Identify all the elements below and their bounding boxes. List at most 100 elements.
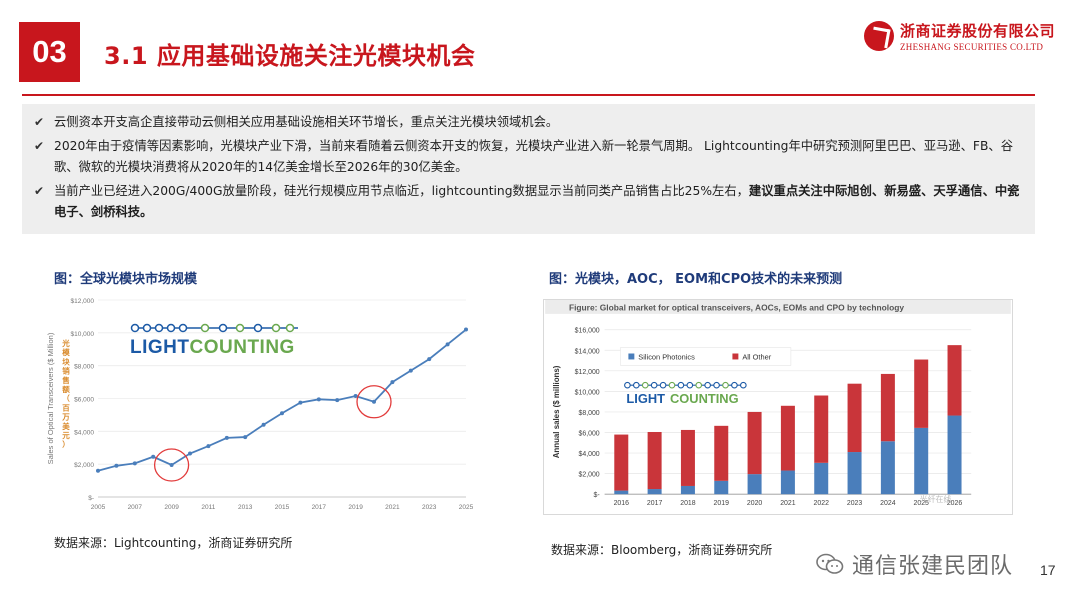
data-point — [169, 462, 174, 467]
y-tick-label: $- — [594, 492, 600, 499]
y-tick-label: $16,000 — [575, 328, 600, 335]
bar-segment — [747, 474, 762, 495]
data-point — [151, 454, 156, 459]
data-point — [372, 399, 376, 404]
logo-chain-link — [668, 381, 676, 389]
x-tick-label: 2013 — [238, 504, 253, 511]
y-tick-label: $2,000 — [74, 462, 94, 469]
x-tick-label: 2025 — [914, 500, 930, 507]
x-tick-label: 2017 — [312, 504, 327, 511]
checkmark-icon: ✔ — [34, 184, 45, 198]
logo-chain-link — [677, 381, 685, 389]
y-tick-label: $10,000 — [71, 331, 95, 338]
legend-label: All Other — [742, 352, 771, 361]
figure-title: Figure: Global market for optical transc… — [569, 302, 904, 312]
stacked-bar-chart: Figure: Global market for optical transc… — [543, 299, 1013, 515]
bar-segment — [947, 345, 962, 416]
x-tick-label: 2009 — [164, 504, 179, 511]
y-axis-label-cn-char: 模 — [62, 347, 70, 357]
bullet-text: 云侧资本开支高企直接带动云侧相关应用基础设施相关环节增长，重点关注光模块领域机会… — [54, 115, 559, 129]
section-number-badge: 03 — [19, 22, 80, 82]
y-axis-label-cn-char: 销 — [62, 366, 70, 376]
x-tick-label: 2005 — [91, 504, 106, 511]
lightcounting-logo: LIGHTCOUNTING — [130, 318, 300, 359]
bar-segment — [714, 480, 729, 495]
data-point — [224, 435, 229, 440]
right-figure-source: 数据来源：Bloomberg，浙商证券研究所 — [551, 543, 773, 557]
x-tick-label: 2011 — [201, 504, 215, 511]
bar-segment — [614, 434, 629, 491]
y-tick-label: $6,000 — [578, 430, 599, 437]
y-axis-label-cn-char: 块 — [62, 356, 70, 366]
logo-text-light: LIGHT — [130, 337, 190, 358]
logo-chain-link — [704, 381, 711, 389]
y-axis-label-cn-char: 百 — [62, 403, 70, 412]
company-name-en: ZHESHANG SECURITIES CO.LTD — [900, 42, 1044, 52]
logo-chain-link — [641, 381, 649, 389]
y-tick-label: $14,000 — [575, 348, 600, 355]
bar-segment — [747, 411, 762, 475]
x-tick-label: 2007 — [128, 504, 143, 511]
y-axis-label-cn-char: 额 — [62, 384, 70, 394]
legend-swatch — [732, 353, 739, 360]
data-point — [114, 463, 119, 468]
logo-chain-link — [650, 381, 658, 389]
bar-segment — [914, 427, 929, 495]
logo-chain-link — [740, 381, 747, 389]
data-point — [96, 468, 100, 473]
x-tick-label: 2024 — [880, 500, 896, 507]
x-tick-label: 2021 — [385, 504, 400, 511]
company-logo-icon — [864, 21, 894, 51]
data-point — [261, 422, 266, 427]
legend-swatch — [628, 353, 635, 360]
data-point — [408, 368, 413, 373]
data-point — [353, 394, 358, 399]
bar-segment — [880, 373, 895, 442]
bar-segment — [780, 405, 795, 471]
header-divider — [22, 94, 1035, 96]
legend-label: Silicon Photonics — [638, 352, 695, 361]
bullet-item: ✔ 2020年由于疫情等因素影响，光模块产业下滑，当前来看随着云侧资本开支的恢复… — [34, 136, 1023, 178]
y-tick-label: $4,000 — [74, 429, 94, 436]
bar-segment — [647, 489, 662, 495]
y-tick-label: $2,000 — [578, 472, 599, 479]
y-tick-label: $- — [88, 495, 94, 502]
x-tick-label: 2020 — [747, 500, 763, 507]
line-chart: $- $2,000 $4,000 $6,000 $8,000 $10,000 $12,000… — [46, 298, 474, 511]
image-watermark: 光纤在线 — [920, 494, 952, 504]
x-tick-label: 2026 — [947, 500, 963, 507]
bar-segment — [814, 462, 829, 495]
bar-segment — [947, 415, 962, 495]
y-axis-label: Annual sales ($ millions) — [552, 365, 561, 458]
bar-segment — [914, 359, 929, 428]
x-tick-label: 2017 — [647, 500, 663, 507]
company-logo: 浙商证券股份有限公司 ZHESHANG SECURITIES CO.LTD — [864, 20, 1055, 52]
data-point — [390, 380, 395, 385]
data-point — [464, 327, 468, 332]
y-axis-label-cn-char: （ — [62, 393, 70, 403]
y-tick-label: $10,000 — [575, 389, 600, 396]
data-point — [298, 400, 303, 405]
logo-chain-link — [731, 381, 738, 389]
data-point — [316, 397, 321, 402]
wechat-watermark: 通信张建民团队 — [816, 548, 1013, 580]
y-tick-label: $8,000 — [578, 410, 599, 417]
x-tick-label: 2023 — [847, 500, 863, 507]
data-point — [188, 451, 192, 456]
bullet-item: ✔ 云侧资本开支高企直接带动云侧相关应用基础设施相关环节增长，重点关注光模块领域… — [34, 112, 1023, 133]
page-title: 3.1 应用基础设施关注光模块机会 — [104, 42, 476, 70]
checkmark-icon: ✔ — [34, 139, 45, 153]
bar-segment — [614, 490, 629, 495]
data-point — [335, 398, 340, 403]
y-axis-label-cn-char: 元 — [62, 431, 70, 440]
right-figure-caption: 图：光模块，AOC， EOM和CPO技术的未来预测 — [549, 272, 843, 287]
wechat-icon — [816, 553, 844, 574]
bar-segment — [680, 429, 695, 486]
bar-segment — [814, 395, 829, 463]
logo-chain-link — [686, 381, 694, 389]
x-tick-label: 2015 — [275, 504, 290, 511]
figure-title-bar — [545, 300, 1011, 314]
y-axis-label-cn-char: 万 — [61, 413, 70, 422]
logo-chain-link — [713, 381, 720, 389]
